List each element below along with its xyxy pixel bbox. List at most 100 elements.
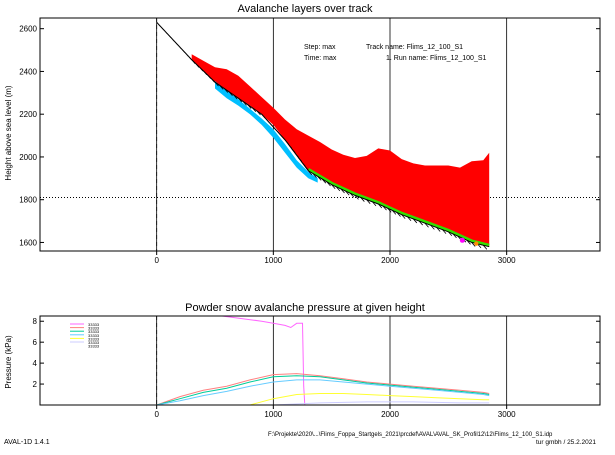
terrain-hatch-mark	[298, 157, 303, 162]
top-chart: Avalanche layers over track 0 1000 2000 300…	[4, 3, 601, 265]
bottom-y-axis-label: Pressure (kPa)	[4, 335, 13, 389]
top-y-tick-label: 1800	[19, 196, 37, 205]
terrain-hatch-mark	[392, 210, 397, 215]
terrain-hatch-mark	[326, 181, 331, 187]
terrain-hatch-mark	[166, 33, 171, 38]
top-x-tick-label: 3000	[498, 256, 516, 265]
terrain-hatch-mark	[471, 242, 476, 247]
pressure-series-line-5	[249, 393, 490, 405]
pressure-series-line-6	[273, 401, 490, 405]
terrain-hatch-mark	[210, 78, 215, 83]
pressure-series-group	[156, 316, 490, 405]
terrain-hatch-mark	[430, 225, 435, 230]
legend-label: 33333	[88, 326, 100, 331]
ground-layer-line	[307, 168, 490, 247]
terrain-hatch-mark	[269, 122, 274, 128]
terrain-hatch-mark	[483, 245, 488, 250]
terrain-hatch-mark	[238, 97, 243, 103]
terrain-hatch-mark	[214, 81, 219, 87]
terrain-hatch-mark	[247, 104, 252, 109]
top-y-tick-label: 1600	[19, 238, 37, 247]
terrain-hatch-mark	[452, 233, 457, 239]
legend-label: 33333	[88, 340, 100, 345]
terrain-hatch-mark	[304, 166, 309, 171]
terrain-hatch-mark	[340, 188, 345, 194]
top-chart-title: Avalanche layers over track	[238, 3, 373, 15]
terrain-hatch-mark	[228, 91, 233, 97]
terrain-hatch-mark	[177, 44, 182, 49]
accent-mark-orange	[474, 241, 479, 246]
terrain-hatch-mark	[301, 161, 306, 167]
terrain-hatch-mark	[256, 110, 261, 116]
terrain-hatch-mark	[378, 203, 383, 209]
top-x-tick-label: 0	[154, 256, 159, 265]
terrain-hatch-mark	[184, 51, 189, 57]
terrain-hatch-mark	[159, 25, 164, 31]
bottom-y-tick-label: 6	[33, 338, 38, 347]
terrain-hatch-mark	[350, 193, 355, 198]
pressure-series-line-1	[220, 316, 306, 405]
bottom-plot-frame	[39, 315, 601, 406]
top-x-tick-label: 2000	[381, 256, 399, 265]
terrain-hatch-mark	[407, 216, 412, 222]
terrain-hatch-mark	[317, 176, 322, 181]
bottom-chart: Powder snow avalanche pressure at given …	[4, 302, 601, 419]
terrain-hatch-mark	[424, 222, 429, 228]
terrain-hatch-mark	[191, 59, 196, 64]
terrain-hatch-mark	[345, 190, 350, 196]
terrain-hatch-mark	[233, 94, 238, 100]
terrain-hatch-mark	[203, 70, 208, 76]
bottom-x-tick-label: 3000	[498, 410, 516, 419]
terrain-line	[156, 21, 490, 248]
terrain-hatch-mark	[273, 126, 278, 132]
footer-version: AVAL-1D 1.4.1	[4, 439, 50, 446]
legend-label: 33333	[88, 322, 100, 327]
top-y-tick-label: 2200	[19, 110, 37, 119]
terrain-hatch-mark	[180, 48, 185, 53]
terrain-hatch-mark	[466, 240, 471, 245]
bottom-x-tick-label: 1000	[264, 410, 282, 419]
footer-author: tur gmbh / 25.2.2021	[536, 439, 596, 446]
footer-path: F:\Projekte\2020\...\Flims_Foppa_Startge…	[268, 432, 553, 438]
terrain-hatch-mark	[312, 173, 317, 178]
pressure-series-line-2	[156, 373, 490, 405]
accent-mark-magenta	[459, 237, 465, 243]
terrain-hatch-mark	[284, 139, 289, 145]
terrain-hatch-mark	[288, 144, 293, 149]
bottom-x-tick-label: 0	[154, 410, 159, 419]
top-y-tick-label: 2400	[19, 67, 37, 76]
terrain-hatch-mark	[276, 131, 282, 136]
top-y-axis-label: Height above sea level (m)	[4, 85, 13, 180]
terrain-hatch-mark	[291, 148, 296, 153]
terrain-hatch-mark	[170, 36, 175, 42]
info-time: Time: max	[304, 55, 337, 62]
top-y-tick-label: 2600	[19, 25, 37, 34]
bottom-y-tick-label: 4	[33, 359, 38, 368]
terrain-hatch-mark	[401, 214, 406, 219]
terrain-hatch-mark	[294, 152, 299, 158]
dense-layer-area	[215, 81, 318, 183]
terrain-hatch-mark	[360, 197, 365, 202]
legend-label: 33333	[88, 344, 100, 349]
terrain-hatch-mark	[156, 22, 161, 27]
terrain-hatch-mark	[372, 201, 377, 207]
legend-label: 33333	[88, 333, 100, 338]
terrain-hatching	[156, 22, 488, 250]
info-run-name: 1. Run name: Flims_12_100_S1	[386, 55, 486, 62]
terrain-hatch-mark	[242, 101, 247, 106]
top-plot-area: 0 1000 2000 3000 1600 1800 2000 2200 2400 2600	[19, 17, 601, 265]
terrain-hatch-mark	[336, 186, 341, 192]
bottom-y-tick-label: 8	[33, 317, 38, 326]
pressure-series-line-4	[156, 379, 490, 405]
info-step: Step: max	[304, 44, 336, 51]
terrain-hatch-mark	[224, 88, 229, 93]
bottom-chart-title: Powder snow avalanche pressure at given …	[185, 302, 425, 314]
terrain-hatch-mark	[366, 199, 371, 204]
bottom-x-tick-label: 2000	[381, 410, 399, 419]
terrain-hatch-mark	[322, 178, 327, 184]
pressure-series-line-3	[156, 375, 490, 405]
powder-layer-area	[191, 54, 490, 247]
